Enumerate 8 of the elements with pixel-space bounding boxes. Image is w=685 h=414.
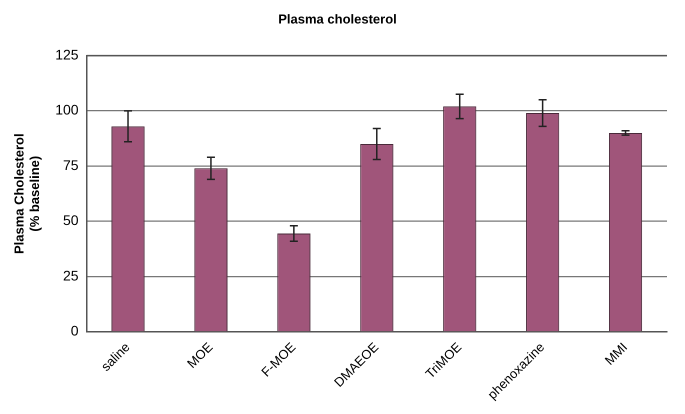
y-tick-label: 100 xyxy=(55,102,79,118)
y-axis-title: Plasma Cholesterol (% baseline) xyxy=(11,133,42,254)
y-tick-label: 25 xyxy=(62,267,79,284)
y-tick-label: 75 xyxy=(62,156,79,173)
chart-title: Plasma cholesterol xyxy=(278,11,397,26)
y-tick-label: 125 xyxy=(55,46,79,62)
y-tick-label: 50 xyxy=(62,212,79,228)
y-tick-label: 0 xyxy=(70,322,79,339)
